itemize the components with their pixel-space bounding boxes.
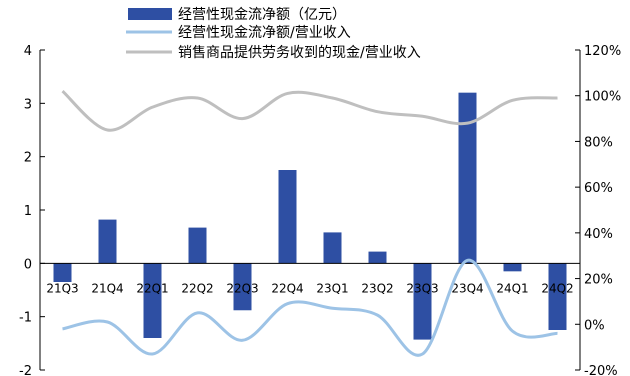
right-axis-tick-label: 60% bbox=[584, 181, 613, 196]
left-axis-tick-label: 4 bbox=[24, 44, 32, 59]
left-axis-tick-label: 0 bbox=[24, 257, 32, 272]
category-label: 22Q2 bbox=[181, 281, 213, 295]
category-label: 24Q1 bbox=[496, 281, 528, 295]
cashflow-ratio-line bbox=[62, 258, 558, 357]
left-axis-tick-label: -2 bbox=[19, 364, 32, 376]
right-axis-tick-label: 80% bbox=[584, 135, 613, 150]
bar-22Q2 bbox=[188, 227, 207, 264]
category-label: 22Q4 bbox=[271, 281, 303, 295]
left-axis-tick-label: 3 bbox=[24, 97, 32, 112]
bar-23Q1 bbox=[323, 232, 342, 264]
legend-label: 销售商品提供劳务收到的现金/营业收入 bbox=[178, 45, 421, 61]
right-axis-tick-label: 120% bbox=[584, 44, 621, 59]
left-axis-tick-label: 2 bbox=[24, 151, 32, 166]
right-axis-tick-label: 20% bbox=[584, 273, 613, 288]
category-label: 22Q3 bbox=[226, 281, 258, 295]
right-axis-tick-label: 0% bbox=[584, 318, 605, 333]
bar-24Q2 bbox=[548, 263, 567, 330]
bar-22Q3 bbox=[233, 263, 252, 311]
bar-21Q3 bbox=[53, 263, 72, 282]
category-label: 23Q3 bbox=[406, 281, 438, 295]
bar-24Q1 bbox=[503, 263, 522, 272]
legend-label: 经营性现金流净额（亿元） bbox=[178, 7, 346, 23]
category-label: 22Q1 bbox=[136, 281, 168, 295]
category-label: 23Q1 bbox=[316, 281, 348, 295]
bar-21Q4 bbox=[98, 219, 117, 264]
right-axis-tick-label: 40% bbox=[584, 227, 613, 242]
sales-cash-ratio-line bbox=[61, 90, 558, 132]
category-label: 21Q4 bbox=[91, 281, 123, 295]
bar-23Q4 bbox=[458, 92, 477, 264]
legend: 经营性现金流净额（亿元） 经营性现金流净额/营业收入销售商品提供劳务收到的现金/营… bbox=[126, 7, 421, 61]
left-axis-tick-label: 1 bbox=[24, 204, 32, 219]
right-axis-tick-label: -20% bbox=[584, 364, 618, 376]
category-label: 24Q2 bbox=[541, 281, 573, 295]
bar-23Q2 bbox=[368, 251, 387, 264]
left-axis-tick-label: -1 bbox=[19, 311, 32, 326]
right-axis-tick-label: 100% bbox=[584, 90, 621, 105]
legend-label: 经营性现金流净额/营业收入 bbox=[178, 25, 351, 41]
category-label: 23Q2 bbox=[361, 281, 393, 295]
bar-22Q4 bbox=[278, 170, 297, 264]
category-label: 21Q3 bbox=[46, 281, 78, 295]
legend-swatch-bar bbox=[128, 8, 172, 20]
bar-22Q1 bbox=[143, 263, 162, 338]
category-label: 23Q4 bbox=[451, 281, 483, 295]
bar-23Q3 bbox=[413, 263, 432, 340]
